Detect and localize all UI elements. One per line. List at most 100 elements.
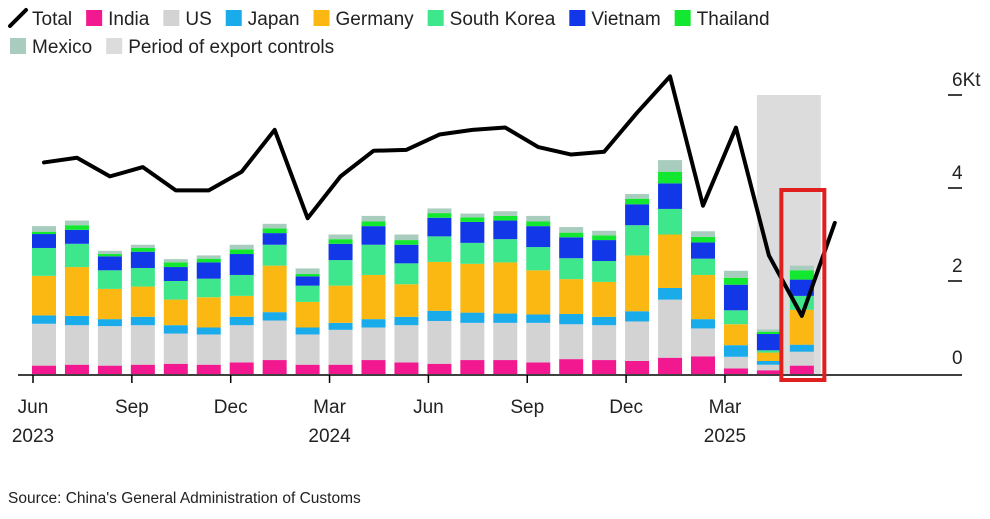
legend: Total India US Japan Germany South Korea Vietn… (8, 8, 770, 58)
bar-south-korea-feb-2025 (691, 258, 715, 275)
x-axis-labels: Jun 2023 Sep Dec Mar 2024 Jun Sep Dec Mar 2025 (12, 375, 746, 447)
bar-thailand-jun-2024 (427, 213, 452, 218)
bar-india-feb-2024 (295, 364, 320, 374)
bar-thailand-aug-2023 (97, 254, 122, 257)
bar-vietnam-feb-2024 (295, 276, 320, 286)
legend-item-south-korea: South Korea (427, 9, 556, 30)
bar-mexico-dec-2023 (229, 244, 254, 250)
bar-south-korea-feb-2024 (295, 285, 320, 302)
bar-stack-nov-2023 (196, 255, 221, 374)
legend-swatch-thailand (674, 10, 691, 26)
bar-germany-mar-2025 (723, 324, 748, 346)
bar-japan-mar-2024 (328, 322, 353, 330)
bar-germany-dec-2024 (625, 255, 650, 312)
bar-thailand-sep-2024 (526, 221, 551, 227)
bar-stack-jul-2023 (64, 220, 89, 374)
legend-label-germany: Germany (336, 9, 415, 30)
bar-stack-aug-2023 (97, 250, 122, 374)
bar-us-dec-2024 (625, 321, 650, 361)
bar-stack-feb-2024 (295, 268, 320, 374)
legend-item-mexico: Mexico (10, 37, 92, 58)
bar-india-aug-2023 (97, 365, 122, 374)
bar-vietnam-apr-2024 (361, 226, 386, 245)
legend-label-south-korea: South Korea (450, 9, 556, 30)
bar-thailand-oct-2023 (163, 262, 188, 268)
bar-stack-dec-2023 (229, 244, 254, 374)
bar-india-apr-2025 (756, 370, 781, 374)
bar-india-oct-2023 (163, 363, 188, 374)
y-tick-label-4: 4 (952, 163, 963, 184)
bar-japan-aug-2023 (97, 319, 122, 327)
bar-south-korea-jan-2025 (658, 208, 683, 235)
bar-germany-oct-2023 (163, 299, 188, 326)
bar-stack-oct-2024 (559, 227, 584, 374)
bar-us-aug-2024 (493, 322, 518, 361)
x-tick-label-dec-18: Dec (609, 397, 643, 418)
bar-south-korea-jul-2024 (460, 242, 485, 264)
bar-japan-jun-2023 (32, 315, 56, 324)
legend-swatch-south-korea (427, 10, 444, 26)
bar-mexico-may-2025 (789, 265, 814, 271)
bar-mexico-mar-2025 (723, 270, 748, 278)
bar-thailand-jun-2023 (32, 231, 56, 235)
bar-vietnam-sep-2023 (130, 251, 155, 268)
bar-stack-feb-2025 (691, 231, 715, 374)
bar-vietnam-may-2024 (394, 244, 419, 264)
bar-india-mar-2025 (723, 368, 748, 374)
bar-mexico-jun-2023 (32, 226, 56, 232)
legend-label-vietnam: Vietnam (591, 9, 660, 30)
bar-japan-jan-2024 (262, 312, 287, 321)
bar-vietnam-mar-2025 (723, 284, 748, 311)
bar-south-korea-apr-2024 (361, 244, 386, 275)
bar-india-jul-2023 (64, 364, 89, 374)
bar-mexico-feb-2024 (295, 268, 320, 275)
bar-us-feb-2025 (691, 328, 715, 357)
bar-stack-mar-2024 (328, 234, 353, 374)
legend-label-period-of-export-controls: Period of export controls (128, 37, 334, 58)
bar-india-may-2025 (789, 365, 814, 374)
bar-stack-jan-2025 (658, 160, 683, 374)
bar-mexico-jul-2023 (64, 220, 89, 226)
bar-us-may-2025 (789, 351, 814, 366)
legend-swatch-us (163, 10, 180, 26)
legend-swatch-period-of-export-controls (106, 38, 123, 54)
bar-india-feb-2025 (691, 356, 715, 374)
bar-vietnam-nov-2024 (592, 240, 617, 262)
total-line (42, 74, 837, 318)
bar-germany-jul-2023 (64, 267, 89, 316)
legend-item-total: Total (8, 8, 72, 30)
bar-thailand-feb-2025 (691, 236, 715, 243)
legend-label-us: US (185, 9, 211, 30)
bar-germany-jan-2025 (658, 234, 683, 288)
legend-item-germany: Germany (313, 9, 415, 30)
bar-mexico-apr-2025 (756, 329, 781, 332)
bar-us-nov-2023 (196, 334, 221, 365)
bar-us-jan-2024 (262, 320, 287, 361)
bar-thailand-oct-2024 (559, 232, 584, 238)
y-tick-label-6: 6Kt (952, 70, 981, 91)
bar-japan-sep-2024 (526, 314, 551, 323)
bar-japan-apr-2024 (361, 319, 386, 328)
bar-stack-may-2024 (394, 234, 419, 374)
bar-india-jun-2023 (32, 365, 56, 374)
bar-us-dec-2023 (229, 325, 254, 363)
bar-japan-jun-2024 (427, 310, 452, 321)
bar-japan-aug-2024 (493, 313, 518, 323)
bar-us-aug-2023 (97, 326, 122, 366)
bar-vietnam-aug-2024 (493, 220, 518, 240)
bar-germany-mar-2024 (328, 285, 353, 323)
bar-germany-apr-2024 (361, 274, 386, 320)
bar-us-jul-2024 (460, 322, 485, 361)
bar-mexico-apr-2024 (361, 215, 386, 222)
bar-south-korea-nov-2023 (196, 278, 221, 298)
bar-mexico-nov-2024 (592, 230, 617, 236)
bar-us-jul-2023 (64, 325, 89, 365)
bar-south-korea-jan-2024 (262, 244, 287, 266)
y-tick-label-0: 0 (952, 348, 963, 369)
bar-vietnam-apr-2025 (756, 334, 781, 351)
bar-india-sep-2024 (526, 362, 551, 374)
bar-india-sep-2023 (130, 364, 155, 374)
x-tick-label-mar-21: Mar (709, 397, 742, 418)
bar-south-korea-dec-2024 (625, 225, 650, 256)
legend-item-india: India (86, 9, 150, 30)
